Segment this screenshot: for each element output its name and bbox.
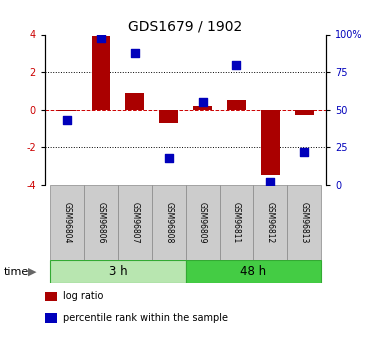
Bar	[118, 185, 152, 260]
Bar	[58, 110, 76, 111]
Bar	[193, 106, 212, 110]
Bar	[126, 93, 144, 110]
Text: log ratio: log ratio	[63, 292, 103, 302]
Bar	[287, 185, 321, 260]
Text: ▶: ▶	[28, 267, 37, 277]
Point	[132, 50, 138, 55]
Text: GSM96804: GSM96804	[63, 202, 72, 243]
Text: GSM96806: GSM96806	[96, 202, 105, 243]
Text: GSM96809: GSM96809	[198, 202, 207, 243]
Bar	[152, 185, 186, 260]
Text: 48 h: 48 h	[240, 265, 267, 278]
Bar	[219, 185, 254, 260]
Text: percentile rank within the sample: percentile rank within the sample	[63, 313, 228, 323]
Text: GSM96811: GSM96811	[232, 202, 241, 243]
Bar	[295, 110, 314, 115]
Text: GSM96807: GSM96807	[130, 202, 139, 243]
Title: GDS1679 / 1902: GDS1679 / 1902	[129, 19, 243, 33]
Point	[301, 149, 307, 154]
Bar	[50, 260, 186, 283]
Bar	[186, 185, 219, 260]
Text: GSM96808: GSM96808	[164, 202, 173, 243]
Point	[98, 35, 104, 40]
Text: GSM96812: GSM96812	[266, 202, 275, 243]
Point	[166, 155, 172, 160]
Text: time: time	[4, 267, 29, 277]
Text: 3 h: 3 h	[108, 265, 127, 278]
Bar	[227, 100, 246, 110]
Bar	[50, 185, 84, 260]
Bar	[159, 110, 178, 123]
Bar	[261, 110, 280, 175]
Bar	[186, 260, 321, 283]
Bar	[92, 36, 110, 110]
Bar	[254, 185, 287, 260]
Bar	[84, 185, 118, 260]
Point	[64, 117, 70, 123]
Point	[234, 62, 240, 67]
Point	[200, 99, 206, 105]
Point	[267, 179, 273, 184]
Text: GSM96813: GSM96813	[300, 202, 309, 243]
